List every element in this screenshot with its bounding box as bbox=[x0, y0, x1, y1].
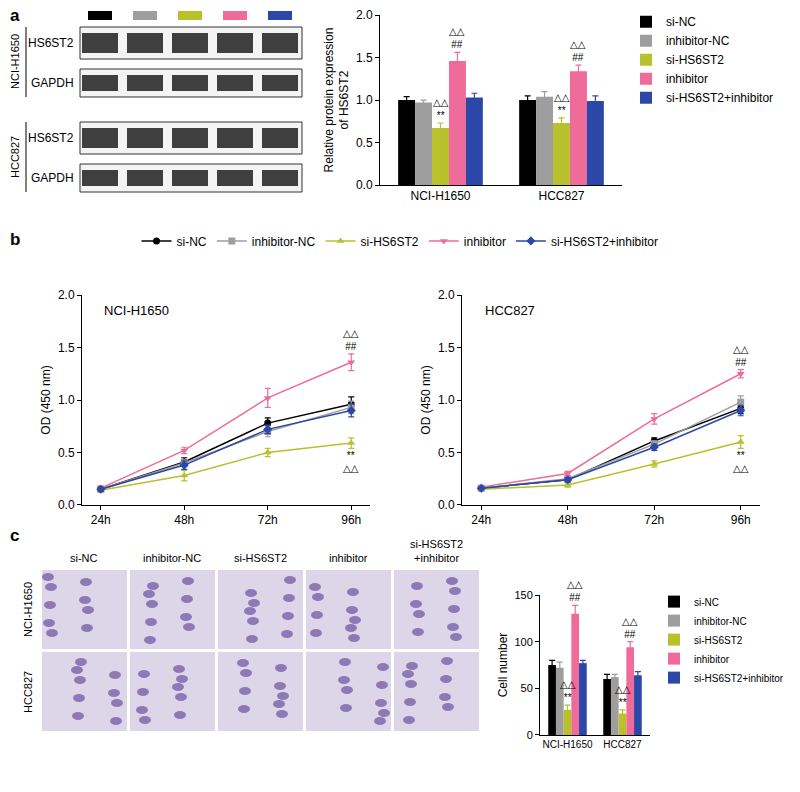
svg-text:si-HS6ST2+inhibitor: si-HS6ST2+inhibitor bbox=[410, 538, 463, 564]
svg-text:inhibitor: inhibitor bbox=[694, 654, 730, 665]
svg-text:1.5: 1.5 bbox=[356, 51, 373, 65]
svg-text:inhibitor-NC: inhibitor-NC bbox=[252, 235, 316, 249]
svg-text:1.0: 1.0 bbox=[58, 393, 75, 407]
svg-text:△△**: △△** bbox=[615, 684, 631, 708]
svg-text:**△△: **△△ bbox=[733, 450, 749, 474]
svg-text:**△△: **△△ bbox=[343, 450, 359, 474]
svg-text:△△##: △△## bbox=[733, 344, 749, 368]
svg-text:NCI-H1650: NCI-H1650 bbox=[22, 582, 34, 637]
svg-text:1.5: 1.5 bbox=[438, 341, 455, 355]
svg-text:si-NC: si-NC bbox=[666, 15, 696, 29]
svg-text:96h: 96h bbox=[731, 513, 751, 527]
svg-text:si-HS6ST2+inhibitor: si-HS6ST2+inhibitor bbox=[666, 91, 773, 105]
svg-text:0.5: 0.5 bbox=[356, 136, 373, 150]
svg-text:NCI-H1650: NCI-H1650 bbox=[104, 303, 169, 318]
svg-text:△△##: △△## bbox=[449, 26, 465, 50]
svg-text:2.0: 2.0 bbox=[438, 288, 455, 302]
svg-text:si-HS6ST2: si-HS6ST2 bbox=[694, 635, 743, 646]
svg-text:a: a bbox=[10, 6, 20, 25]
svg-text:1.0: 1.0 bbox=[356, 93, 373, 107]
svg-text:inhibitor-NC: inhibitor-NC bbox=[143, 552, 201, 564]
svg-text:△△**: △△** bbox=[554, 92, 570, 116]
svg-text:si-HS6ST2+inhibitor: si-HS6ST2+inhibitor bbox=[694, 673, 784, 684]
svg-text:0.5: 0.5 bbox=[438, 446, 455, 460]
svg-text:inhibitor-NC: inhibitor-NC bbox=[694, 616, 747, 627]
svg-text:OD (450 nm): OD (450 nm) bbox=[39, 365, 53, 434]
svg-text:HCC827: HCC827 bbox=[22, 671, 34, 713]
svg-text:50: 50 bbox=[521, 682, 533, 694]
svg-text:△△**: △△** bbox=[433, 97, 449, 121]
svg-text:NCI-H1650: NCI-H1650 bbox=[410, 189, 470, 203]
svg-text:0.0: 0.0 bbox=[356, 178, 373, 192]
svg-text:96h: 96h bbox=[341, 513, 361, 527]
svg-text:si-HS6ST2: si-HS6ST2 bbox=[234, 552, 287, 564]
svg-text:inhibitor-NC: inhibitor-NC bbox=[666, 34, 730, 48]
svg-text:NCI-H1650: NCI-H1650 bbox=[542, 739, 592, 750]
svg-text:72h: 72h bbox=[258, 513, 278, 527]
svg-text:1.0: 1.0 bbox=[438, 393, 455, 407]
svg-text:△△##: △△## bbox=[622, 616, 638, 640]
svg-text:si-HS6ST2+inhibitor: si-HS6ST2+inhibitor bbox=[551, 235, 658, 249]
svg-text:0: 0 bbox=[527, 729, 533, 741]
svg-text:b: b bbox=[10, 230, 20, 249]
svg-text:GAPDH: GAPDH bbox=[31, 76, 74, 90]
svg-text:NCI-H1650: NCI-H1650 bbox=[9, 34, 21, 89]
svg-text:HCC827: HCC827 bbox=[603, 739, 642, 750]
svg-text:0.5: 0.5 bbox=[58, 446, 75, 460]
svg-text:0.0: 0.0 bbox=[438, 498, 455, 512]
svg-text:150: 150 bbox=[514, 589, 532, 601]
svg-text:100: 100 bbox=[514, 636, 532, 648]
svg-text:△△##: △△## bbox=[343, 328, 359, 352]
svg-text:c: c bbox=[10, 526, 19, 545]
svg-text:inhibitor: inhibitor bbox=[666, 72, 708, 86]
svg-text:1.5: 1.5 bbox=[58, 341, 75, 355]
svg-text:si-NC: si-NC bbox=[694, 597, 719, 608]
svg-text:2.0: 2.0 bbox=[356, 8, 373, 22]
svg-text:inhibitor: inhibitor bbox=[464, 235, 506, 249]
svg-text:HS6ST2: HS6ST2 bbox=[28, 36, 74, 50]
svg-text:△△##: △△## bbox=[567, 579, 583, 603]
svg-text:△△##: △△## bbox=[570, 39, 586, 63]
svg-text:HCC827: HCC827 bbox=[485, 303, 535, 318]
svg-text:OD (450 nm): OD (450 nm) bbox=[419, 365, 433, 434]
svg-text:48h: 48h bbox=[558, 513, 578, 527]
svg-text:48h: 48h bbox=[174, 513, 194, 527]
svg-text:si-NC: si-NC bbox=[177, 235, 207, 249]
svg-text:24h: 24h bbox=[91, 513, 111, 527]
svg-text:△△**: △△** bbox=[560, 679, 576, 703]
svg-text:si-NC: si-NC bbox=[70, 552, 98, 564]
svg-text:HS6ST2: HS6ST2 bbox=[28, 131, 74, 145]
svg-text:HCC827: HCC827 bbox=[538, 189, 584, 203]
svg-text:0.0: 0.0 bbox=[58, 498, 75, 512]
svg-text:inhibitor: inhibitor bbox=[329, 552, 368, 564]
svg-text:HCC827: HCC827 bbox=[9, 136, 21, 178]
svg-text:si-HS6ST2: si-HS6ST2 bbox=[666, 53, 724, 67]
svg-text:GAPDH: GAPDH bbox=[31, 171, 74, 185]
svg-text:24h: 24h bbox=[471, 513, 491, 527]
svg-text:Cell number: Cell number bbox=[496, 633, 510, 698]
svg-text:Relative protein expressionof: Relative protein expressionof HS6ST2 bbox=[322, 28, 352, 173]
svg-text:72h: 72h bbox=[644, 513, 664, 527]
svg-text:2.0: 2.0 bbox=[58, 288, 75, 302]
svg-text:si-HS6ST2: si-HS6ST2 bbox=[361, 235, 419, 249]
